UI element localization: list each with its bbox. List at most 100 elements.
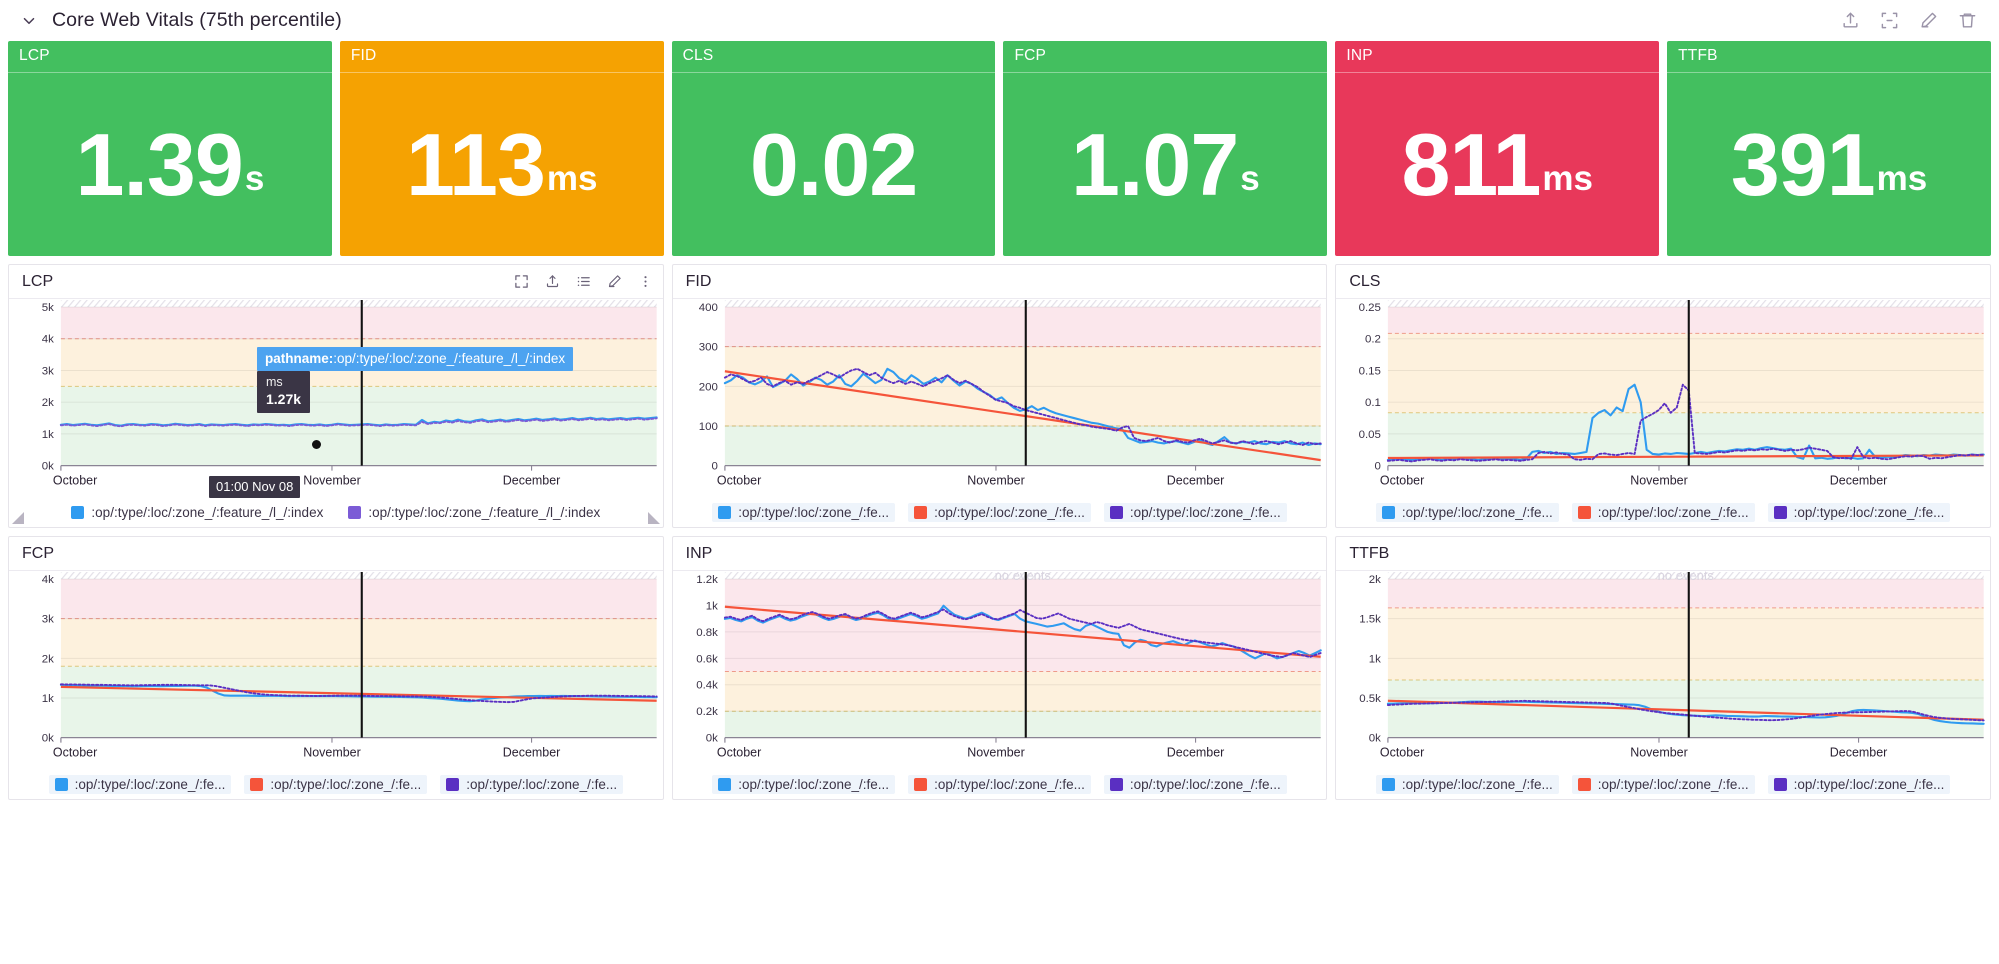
chart-plot-area[interactable]: 0 0.05 0.1 0.15 0.2 0.25 October November Decemb… (1336, 299, 1990, 496)
chart-legend: :op/:type/:loc/:zone_/:fe... :op/:type/:l… (1336, 496, 1990, 527)
legend-label: :op/:type/:loc/:zone_/:fe... (1793, 504, 1945, 520)
expand-icon[interactable] (1880, 11, 1899, 30)
legend-item[interactable]: :op/:type/:loc/:zone_/:fe... (1375, 502, 1559, 522)
chart-legend: :op/:type/:loc/:zone_/:fe... :op/:type/:l… (673, 496, 1327, 527)
svg-text:1k: 1k (705, 600, 717, 612)
vital-card-measure: 0.02 (750, 120, 918, 208)
legend-label: :op/:type/:loc/:zone_/:fe... (1597, 776, 1749, 792)
legend-swatch-icon (1381, 777, 1395, 791)
delete-icon[interactable] (1958, 11, 1977, 30)
panel-header: LCP (9, 265, 663, 299)
vital-card-title: FID (339, 41, 664, 73)
svg-text:1.2k: 1.2k (696, 574, 718, 586)
svg-text:November: November (1631, 474, 1689, 488)
resize-handle-right-icon[interactable] (647, 512, 660, 524)
vital-card-inp[interactable]: INP 811 ms (1335, 41, 1660, 256)
svg-text:0k: 0k (42, 461, 54, 473)
dashboard-section-header: Core Web Vitals (75th percentile) (0, 0, 1999, 41)
vital-card-body: 1.07 s (1003, 73, 1327, 256)
vital-card-body: 811 ms (1335, 73, 1659, 256)
svg-text:0.2k: 0.2k (696, 706, 718, 718)
chart-legend: :op/:type/:loc/:zone_/:fe... :op/:type/:l… (673, 768, 1327, 799)
vital-card-body: 0.02 (672, 73, 996, 256)
legend-swatch-icon (914, 505, 928, 519)
legend-label: :op/:type/:loc/:zone_/:fe... (1129, 776, 1281, 792)
legend-item[interactable]: :op/:type/:loc/:zone_/:fe... (1375, 774, 1559, 794)
more-icon[interactable] (638, 274, 653, 289)
legend-item[interactable]: :op/:type/:loc/:zone_/:fe... (48, 774, 232, 794)
panel-toolbar (514, 274, 653, 289)
legend-label: :op/:type/:loc/:zone_/:fe... (1401, 504, 1553, 520)
svg-text:no events: no events (1658, 571, 1715, 583)
legend-swatch-icon (1577, 505, 1591, 519)
svg-text:1k: 1k (1369, 653, 1381, 665)
svg-text:0.1: 0.1 (1365, 397, 1381, 409)
legend-item[interactable]: :op/:type/:loc/:zone_/:fe... (1571, 502, 1755, 522)
vital-card-lcp[interactable]: LCP 1.39 s (8, 41, 332, 256)
resize-handle-left-icon[interactable] (12, 512, 24, 524)
panel-title: TTFB (1349, 544, 1390, 562)
chevron-down-icon[interactable] (18, 10, 40, 32)
vital-card-unit: ms (1542, 159, 1593, 199)
legend-item[interactable]: :op/:type/:loc/:zone_/:fe... (712, 502, 896, 522)
svg-text:100: 100 (698, 421, 717, 433)
legend-item[interactable]: :op/:type/:loc/:zone_/:fe... (908, 774, 1091, 794)
vital-card-fcp[interactable]: FCP 1.07 s (1003, 41, 1328, 256)
vital-card-ttfb[interactable]: TTFB 391 ms (1667, 41, 1991, 256)
svg-text:1k: 1k (42, 693, 54, 705)
svg-text:0.15: 0.15 (1359, 365, 1381, 377)
chart-panel-inp: INP 0k 0.2k 0.4k 0.6k 0.8k 1k 1.2k no events Octo… (671, 536, 1328, 800)
vital-card-fid[interactable]: FID 113 ms (339, 41, 664, 256)
legend-item[interactable]: :op/:type/:loc/:zone_/:feature_/l_/:inde… (342, 503, 606, 522)
chart-plot-area[interactable]: 0k 1k 2k 3k 4k 5k October November December pathn… (9, 299, 663, 498)
svg-text:October: October (53, 746, 97, 760)
svg-text:2k: 2k (42, 653, 54, 665)
svg-text:December: December (503, 474, 561, 488)
panel-title: FCP (22, 544, 54, 562)
svg-text:5k: 5k (42, 302, 54, 314)
vital-card-body: 1.39 s (8, 73, 332, 256)
svg-text:December: December (1166, 474, 1224, 488)
legend-item[interactable]: :op/:type/:loc/:zone_/:fe... (1571, 774, 1755, 794)
chart-panel-lcp: LCP 0k 1k 2k 3k 4k 5k October November December pa… (8, 264, 664, 528)
legend-item[interactable]: :op/:type/:loc/:zone_/:fe... (1767, 502, 1951, 522)
legend-swatch-icon (718, 777, 732, 791)
legend-item[interactable]: :op/:type/:loc/:zone_/:fe... (1767, 774, 1951, 794)
legend-item[interactable]: :op/:type/:loc/:zone_/:fe... (1103, 774, 1287, 794)
legend-label: :op/:type/:loc/:zone_/:fe... (934, 504, 1085, 520)
vital-card-measure: 811 ms (1401, 120, 1593, 208)
legend-item[interactable]: :op/:type/:loc/:zone_/:fe... (244, 774, 428, 794)
vital-card-unit: ms (546, 159, 598, 199)
chart-plot-area[interactable]: 0k 1k 2k 3k 4k October November December (9, 571, 663, 768)
edit-icon[interactable] (607, 274, 622, 289)
legend-label: :op/:type/:loc/:zone_/:feature_/l_/:inde… (368, 504, 601, 520)
svg-text:October: October (717, 746, 761, 760)
vital-card-unit: s (244, 159, 265, 199)
legend-item[interactable]: :op/:type/:loc/:zone_/:fe... (712, 774, 896, 794)
legend-swatch-icon (914, 777, 928, 791)
chart-plot-area[interactable]: 0 100 200 300 400 October November December (673, 299, 1327, 496)
vital-card-cls[interactable]: CLS 0.02 (671, 41, 996, 256)
vital-card-measure: 391 ms (1731, 120, 1927, 208)
panel-header: FID (672, 265, 1327, 299)
legend-item[interactable]: :op/:type/:loc/:zone_/:feature_/l_/:inde… (65, 503, 329, 522)
share-icon[interactable] (1841, 11, 1860, 30)
vital-card-title: INP (1335, 41, 1660, 73)
list-icon[interactable] (576, 274, 591, 289)
edit-icon[interactable] (1919, 11, 1938, 30)
legend-swatch-icon (54, 777, 68, 791)
legend-swatch-icon (1773, 505, 1787, 519)
share-icon[interactable] (545, 274, 560, 289)
svg-text:0: 0 (711, 461, 717, 473)
vital-card-value: 1.07 (1071, 114, 1239, 214)
legend-item[interactable]: :op/:type/:loc/:zone_/:fe... (440, 774, 624, 794)
svg-text:December: December (503, 746, 561, 760)
vital-card-title: LCP (8, 41, 332, 73)
fullscreen-icon[interactable] (514, 274, 529, 289)
legend-item[interactable]: :op/:type/:loc/:zone_/:fe... (1103, 502, 1287, 522)
svg-text:December: December (1830, 474, 1888, 488)
chart-plot-area[interactable]: 0k 0.2k 0.4k 0.6k 0.8k 1k 1.2k no events October… (673, 571, 1327, 768)
svg-text:2k: 2k (42, 397, 54, 409)
chart-plot-area[interactable]: 0k 0.5k 1k 1.5k 2k no events October November De… (1336, 571, 1990, 768)
legend-item[interactable]: :op/:type/:loc/:zone_/:fe... (908, 502, 1091, 522)
